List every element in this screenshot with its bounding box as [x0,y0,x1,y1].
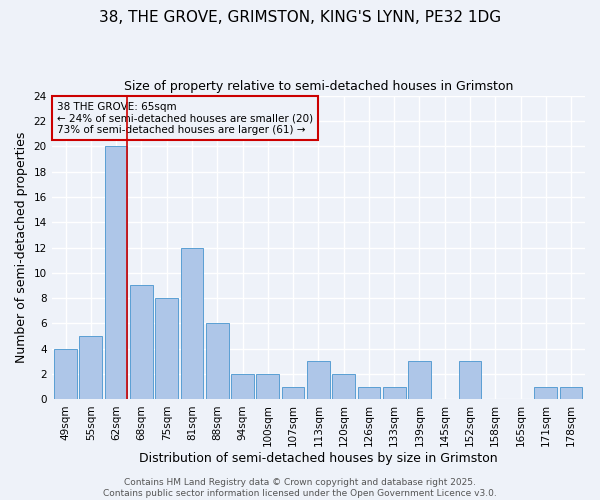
Bar [458,362,481,400]
Text: 38, THE GROVE, GRIMSTON, KING'S LYNN, PE32 1DG: 38, THE GROVE, GRIMSTON, KING'S LYNN, PE… [99,10,501,25]
Bar [206,324,229,400]
Title: Size of property relative to semi-detached houses in Grimston: Size of property relative to semi-detach… [124,80,513,93]
Bar [79,336,102,400]
X-axis label: Distribution of semi-detached houses by size in Grimston: Distribution of semi-detached houses by … [139,452,497,465]
Bar [332,374,355,400]
Bar [358,387,380,400]
Bar [130,286,153,400]
Text: 38 THE GROVE: 65sqm
← 24% of semi-detached houses are smaller (20)
73% of semi-d: 38 THE GROVE: 65sqm ← 24% of semi-detach… [57,102,313,135]
Bar [307,362,330,400]
Bar [105,146,127,400]
Bar [231,374,254,400]
Y-axis label: Number of semi-detached properties: Number of semi-detached properties [15,132,28,363]
Bar [535,387,557,400]
Bar [155,298,178,400]
Bar [281,387,304,400]
Bar [560,387,583,400]
Text: Contains HM Land Registry data © Crown copyright and database right 2025.
Contai: Contains HM Land Registry data © Crown c… [103,478,497,498]
Bar [383,387,406,400]
Bar [408,362,431,400]
Bar [256,374,279,400]
Bar [181,248,203,400]
Bar [54,349,77,400]
